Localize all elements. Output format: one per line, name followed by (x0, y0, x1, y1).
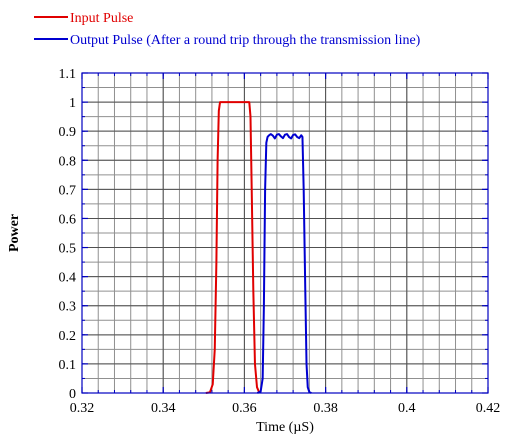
x-tick-label: 0.38 (313, 401, 338, 416)
y-tick-label: 0.8 (59, 154, 77, 169)
y-tick-label: 0.7 (59, 183, 77, 198)
legend: Input Pulse Output Pulse (After a round … (34, 11, 421, 48)
y-tick-label: 0.2 (59, 329, 77, 344)
tick-marks (81, 72, 489, 394)
y-tick-label: 0.1 (59, 358, 77, 373)
x-tick-labels: 0.32 0.34 0.36 0.38 0.4 0.42 (70, 401, 501, 416)
y-tick-label: 0 (69, 387, 76, 402)
output-pulse-line (256, 133, 312, 394)
legend-label-output: Output Pulse (After a round trip through… (70, 33, 421, 48)
x-tick-label: 0.42 (476, 401, 501, 416)
series-layer (205, 101, 312, 394)
y-tick-label: 0.4 (59, 271, 77, 286)
minor-grid (82, 73, 488, 393)
y-tick-labels: 0 0.1 0.2 0.3 0.4 0.5 0.6 0.7 0.8 0.9 1 1.1 (59, 67, 77, 402)
legend-label-input: Input Pulse (70, 11, 133, 26)
y-tick-label: 0.9 (59, 125, 77, 140)
x-tick-label: 0.32 (70, 401, 95, 416)
x-axis-label: Time (µS) (256, 420, 314, 435)
x-tick-label: 0.4 (398, 401, 416, 416)
x-tick-label: 0.36 (232, 401, 257, 416)
y-tick-label: 1 (69, 96, 76, 111)
y-tick-label: 0.6 (59, 212, 77, 227)
input-pulse-line (205, 101, 261, 394)
y-axis-label: Power (7, 214, 22, 252)
y-tick-label: 0.3 (59, 300, 77, 315)
x-tick-label: 0.34 (151, 401, 176, 416)
y-tick-label: 0.5 (59, 242, 77, 257)
y-tick-label: 1.1 (59, 67, 77, 82)
